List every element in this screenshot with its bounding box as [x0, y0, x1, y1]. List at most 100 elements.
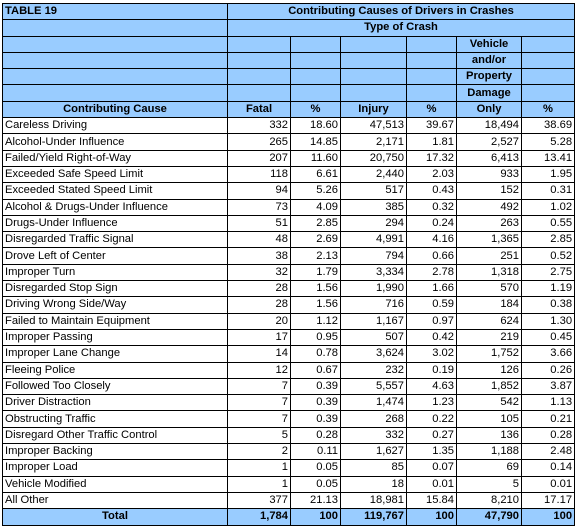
pdo-cell: 570 — [456, 280, 522, 298]
header-blank — [2, 19, 228, 37]
col-header-pdo-pct: % — [520, 100, 576, 119]
injury-pct-cell: 17.32 — [406, 149, 457, 167]
pdo-pct-cell: 2.75 — [520, 263, 576, 282]
injury-cell: 5,557 — [340, 377, 407, 396]
col-header-injury-pct: % — [406, 100, 457, 119]
pdo-cell: 105 — [456, 410, 522, 428]
header-blank — [340, 84, 407, 102]
fatal-cell: 73 — [227, 198, 291, 216]
header-blank — [227, 51, 291, 70]
injury-pct-cell: 3.02 — [406, 345, 457, 363]
pdo-cell: 542 — [456, 394, 522, 412]
cause-cell: Failed/Yield Right-of-Way — [2, 149, 228, 167]
header-blank — [520, 84, 576, 102]
fatal-cell: 1 — [227, 459, 291, 477]
header-blank — [340, 68, 407, 86]
pdo-pct-cell: 1.95 — [520, 165, 576, 184]
injury-cell: 1,474 — [340, 394, 407, 412]
table-row: Failed to Maintain Equipment 20 1.12 1,167 0… — [2, 312, 576, 330]
table-row: Driver Distraction 7 0.39 1,474 1.23 542 1.13 — [2, 394, 576, 412]
injury-cell: 1,627 — [340, 443, 407, 461]
fatal-cell: 28 — [227, 296, 291, 314]
cause-cell: Improper Lane Change — [2, 345, 228, 363]
cause-cell: Improper Turn — [2, 263, 228, 282]
fatal-cell: 332 — [227, 117, 291, 135]
table-subtitle: Type of Crash — [226, 19, 576, 37]
table-row: Alcohol-Under Influence 265 14.85 2,171 1.81… — [2, 133, 576, 151]
injury-cell: 332 — [340, 426, 407, 445]
cause-cell: Improper Backing — [2, 443, 228, 461]
injury-pct-cell: 0.19 — [406, 361, 457, 379]
header-blank — [227, 68, 291, 86]
cause-cell: Careless Driving — [2, 117, 228, 135]
fatal-pct-cell: 14.85 — [290, 133, 341, 151]
injury-pct-cell: 0.32 — [406, 198, 457, 216]
pdo-pct-cell: 3.87 — [520, 377, 576, 396]
pdo-pct-cell: 0.31 — [520, 182, 576, 200]
injury-pct-cell: 0.43 — [406, 182, 457, 200]
injury-cell: 385 — [340, 198, 407, 216]
fatal-pct-cell: 1.12 — [290, 312, 341, 330]
total-injury-cell: 119,767 — [340, 508, 407, 526]
header-blank — [520, 68, 576, 86]
pdo-pct-cell: 0.28 — [520, 426, 576, 445]
pdo-pct-cell: 1.30 — [520, 312, 576, 330]
vehicle-header-line-1: Vehicle — [456, 35, 522, 53]
pdo-pct-cell: 2.85 — [520, 231, 576, 249]
table-row: Improper Load 1 0.05 85 0.07 69 0.14 — [2, 459, 576, 477]
pdo-cell: 126 — [456, 361, 522, 379]
col-header-pdo: Only — [456, 100, 522, 119]
header-blank — [290, 35, 341, 53]
table-row: Careless Driving 332 18.60 47,513 39.67 18,49… — [2, 117, 576, 135]
injury-cell: 507 — [340, 328, 407, 347]
header-blank — [2, 68, 228, 86]
fatal-pct-cell: 0.39 — [290, 377, 341, 396]
pdo-pct-cell: 1.02 — [520, 198, 576, 216]
fatal-pct-cell: 6.61 — [290, 165, 341, 184]
cause-cell: Obstructing Traffic — [2, 410, 228, 428]
col-header-injury: Injury — [340, 100, 407, 119]
table-row: Improper Turn 32 1.79 3,334 2.78 1,318 2.75 — [2, 263, 576, 282]
header-blank — [290, 68, 341, 86]
fatal-cell: 17 — [227, 328, 291, 347]
injury-pct-cell: 1.23 — [406, 394, 457, 412]
injury-cell: 85 — [340, 459, 407, 477]
injury-cell: 294 — [340, 214, 407, 233]
fatal-pct-cell: 4.09 — [290, 198, 341, 216]
pdo-cell: 492 — [456, 198, 522, 216]
table-label: TABLE 19 — [2, 2, 228, 21]
cause-cell: Improper Load — [2, 459, 228, 477]
pdo-cell: 251 — [456, 247, 522, 265]
pdo-cell: 1,852 — [456, 377, 522, 396]
injury-pct-cell: 0.24 — [406, 214, 457, 233]
fatal-cell: 20 — [227, 312, 291, 330]
pdo-cell: 933 — [456, 165, 522, 184]
pdo-cell: 18,494 — [456, 117, 522, 135]
injury-pct-cell: 0.07 — [406, 459, 457, 477]
header-blank — [406, 84, 457, 102]
fatal-cell: 38 — [227, 247, 291, 265]
injury-cell: 794 — [340, 247, 407, 265]
cause-cell: Disregarded Stop Sign — [2, 280, 228, 298]
fatal-pct-cell: 0.78 — [290, 345, 341, 363]
injury-cell: 18,981 — [340, 491, 407, 510]
pdo-cell: 1,752 — [456, 345, 522, 363]
vehicle-header-line-3: Property — [456, 68, 522, 86]
fatal-pct-cell: 0.28 — [290, 426, 341, 445]
header-blank — [406, 68, 457, 86]
injury-pct-cell: 1.66 — [406, 280, 457, 298]
cause-cell: Drove Left of Center — [2, 247, 228, 265]
table-row: Exceeded Stated Speed Limit 94 5.26 517 0.43… — [2, 182, 576, 200]
fatal-pct-cell: 5.26 — [290, 182, 341, 200]
fatal-pct-cell: 0.39 — [290, 394, 341, 412]
cause-cell: Exceeded Safe Speed Limit — [2, 165, 228, 184]
fatal-pct-cell: 0.39 — [290, 410, 341, 428]
total-row: Total 1,784 100 119,767 100 47,790 100 — [2, 508, 576, 526]
injury-pct-cell: 0.01 — [406, 475, 457, 493]
fatal-cell: 7 — [227, 377, 291, 396]
total-fatal-cell: 1,784 — [227, 508, 291, 526]
header-blank — [2, 51, 228, 70]
fatal-cell: 5 — [227, 426, 291, 445]
pdo-cell: 184 — [456, 296, 522, 314]
